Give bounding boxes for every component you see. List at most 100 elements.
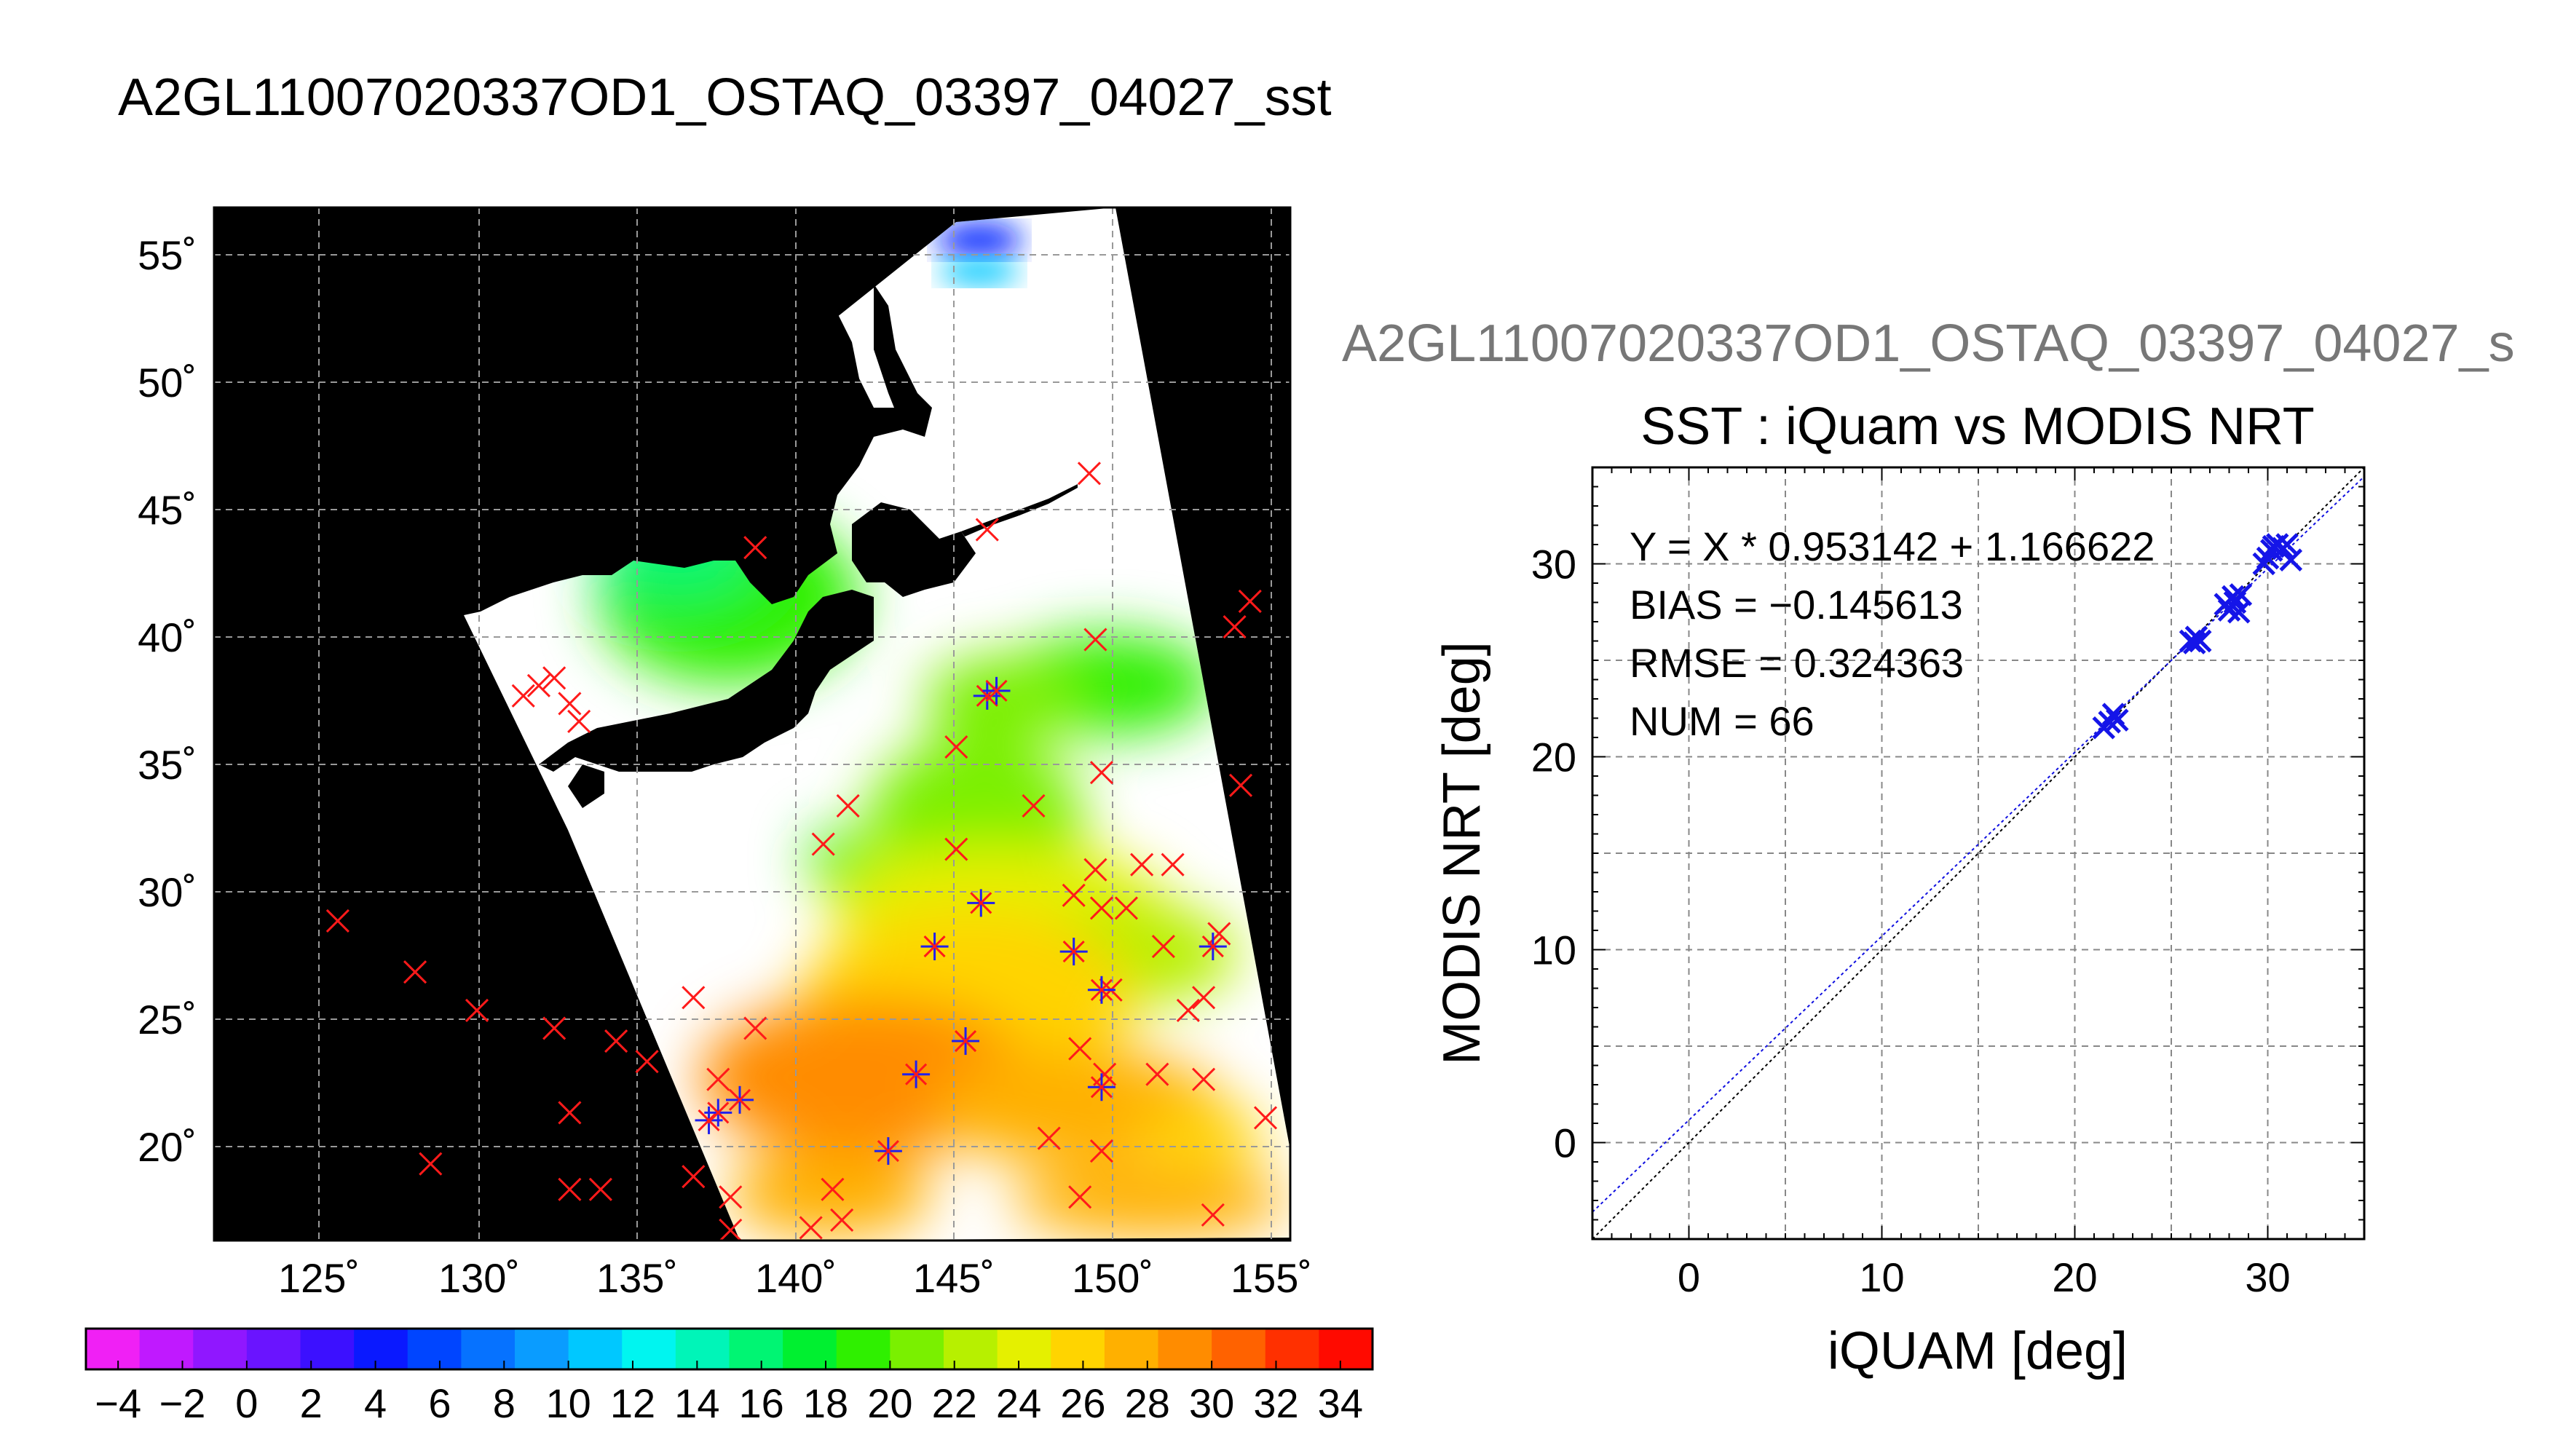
fit-equation: Y = X * 0.953142 + 1.166622: [1630, 523, 2155, 569]
colorbar-cell: [997, 1329, 1051, 1369]
cold-patch-north: [936, 222, 1023, 258]
colorbar-label: 0: [235, 1380, 258, 1426]
iquam-marker: [707, 1101, 730, 1124]
iquam-marker: [1201, 935, 1224, 958]
iquam-marker: [1062, 883, 1086, 907]
iquam-marker: [1089, 761, 1113, 785]
lon-label: 155˚: [1231, 1255, 1312, 1301]
iquam-marker: [1253, 1106, 1278, 1130]
colorbar-label: 6: [428, 1380, 451, 1426]
iquam-marker: [1083, 858, 1107, 882]
colorbar-cell: [675, 1329, 730, 1369]
iquam-marker: [821, 1177, 845, 1201]
colorbar-frame: [84, 1327, 1374, 1371]
iquam-marker: [1151, 935, 1175, 959]
sst-map: 55˚ 50˚ 45˚ 40˚ 35˚ 30˚ 25˚ 20˚ 125˚ 130…: [138, 206, 1312, 1301]
plot-frame: [1591, 466, 2366, 1241]
map-title: A2GL11007020337OD1_OSTAQ_03397_04027_sst: [118, 68, 1332, 127]
iquam-marker: [985, 679, 1008, 702]
iquam-marker: [743, 1016, 767, 1040]
iquam-marker: [604, 1029, 628, 1053]
lon-label: 140˚: [755, 1255, 837, 1301]
iquam-marker: [719, 1185, 743, 1209]
colorbar-label: 22: [932, 1380, 977, 1426]
colorbar-cell: [783, 1329, 837, 1369]
rmse-value: RMSE = 0.324363: [1630, 640, 1964, 686]
num-value: NUM = 66: [1630, 698, 1814, 744]
iquam-marker: [419, 1152, 443, 1176]
iquam-marker: [1089, 896, 1113, 920]
iquam-marker: [1238, 589, 1262, 613]
iquam-marker: [558, 1177, 582, 1201]
colorbar-cell: [193, 1329, 248, 1369]
iquam-marker: [944, 837, 968, 861]
colorbar-label: 20: [867, 1380, 912, 1426]
iquam-marker: [588, 1177, 612, 1201]
scatter-header: A2GL11007020337OD1_OSTAQ_03397_04027_s: [1342, 314, 2515, 373]
iquam-marker: [799, 1216, 823, 1240]
lat-label: 40˚: [138, 614, 197, 660]
iquam-marker: [511, 684, 535, 708]
iquam-marker: [1062, 941, 1085, 963]
x-tick-label: 20: [2052, 1254, 2097, 1300]
y-tick-label: 10: [1531, 927, 1576, 973]
iquam-marker: [1037, 1126, 1061, 1150]
iquam-marker: [635, 1050, 659, 1074]
colorbar-cell: [86, 1329, 141, 1369]
land: [408, 226, 1078, 808]
iquam-marker: [1090, 1076, 1113, 1099]
iquam-marker: [1223, 614, 1247, 639]
kyushu: [568, 764, 604, 808]
iquam-marker: [1201, 1203, 1225, 1227]
scatter-point: [2106, 708, 2129, 732]
iquam-marker: [1207, 922, 1231, 946]
scatter-title: SST : iQuam vs MODIS NRT: [1640, 397, 2315, 456]
iquam-marker: [728, 1088, 751, 1111]
iquam-marker: [1090, 978, 1113, 1001]
map-x-tick-labels: 125˚ 130˚ 135˚ 140˚ 145˚ 150˚ 155˚: [278, 1255, 1312, 1301]
iquam-marker: [403, 960, 427, 984]
iquam-marker: [465, 998, 489, 1022]
iquam-marker: [1192, 1067, 1216, 1091]
stats-box: Y = X * 0.953142 + 1.166622 BIAS = −0.14…: [1630, 523, 2155, 744]
lon-label: 145˚: [913, 1255, 995, 1301]
colorbar-label: 26: [1060, 1380, 1105, 1426]
iquam-marker: [1068, 1037, 1092, 1061]
lat-label: 45˚: [138, 487, 197, 533]
colorbar-cell: [568, 1329, 623, 1369]
scatter-point: [2279, 548, 2303, 571]
iquam-marker: [905, 1063, 928, 1085]
colorbar-cells: [86, 1329, 1373, 1369]
x-tick-label: 0: [1678, 1254, 1700, 1300]
iquam-marker: [1022, 794, 1046, 818]
iquam-marker: [1145, 1062, 1169, 1086]
scatter-points: [2092, 533, 2303, 740]
colorbar-cell: [729, 1329, 783, 1369]
scatter-plot: SST : iQuam vs MODIS NRT 0 10 20 30 0 10 20 30…: [1433, 397, 2366, 1380]
colorbar-cell: [1319, 1329, 1373, 1369]
iquam-marker: [836, 794, 860, 818]
iquam-marker: [1228, 773, 1253, 797]
colorbar-label: −2: [159, 1380, 206, 1426]
colorbar: −4 −2 0 2 4 6 8 10 12 14 16 18 20 22 24 26 28 30 32 34: [84, 1327, 1374, 1426]
hokkaido: [852, 502, 976, 597]
iquam-marker: [1083, 628, 1107, 652]
iquam-marker: [567, 709, 591, 734]
iquam-marker: [1114, 896, 1138, 920]
sakhalin-russia-coast: [408, 226, 903, 615]
colorbar-cell: [407, 1329, 462, 1369]
colorbar-cell: [944, 1329, 998, 1369]
map-grid: [214, 207, 1290, 1241]
iquam-marker: [706, 1067, 730, 1091]
scatter-y-tick-labels: 0 10 20 30: [1531, 542, 1576, 1166]
lat-label: 25˚: [138, 997, 197, 1042]
x-axis-label: iQUAM [deg]: [1828, 1322, 2128, 1380]
colorbar-label: 32: [1253, 1380, 1298, 1426]
colorbar-label: 10: [545, 1380, 591, 1426]
scatter-point: [2229, 583, 2253, 606]
colorbar-cell: [890, 1329, 944, 1369]
colorbar-label: 4: [364, 1380, 387, 1426]
colorbar-cell: [1212, 1329, 1266, 1369]
colorbar-label: 2: [300, 1380, 323, 1426]
